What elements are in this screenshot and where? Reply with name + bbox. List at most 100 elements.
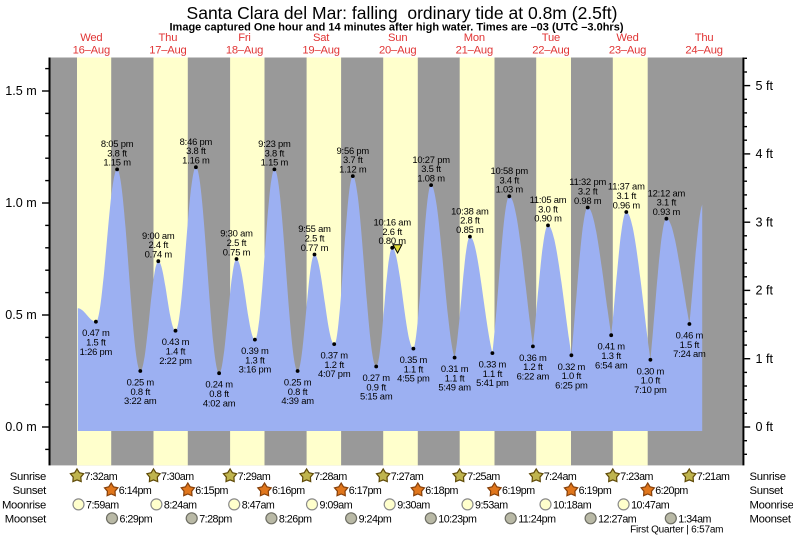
svg-text:3.2 ft: 3.2 ft bbox=[578, 186, 598, 197]
svg-text:Moonrise: Moonrise bbox=[2, 500, 46, 512]
svg-text:0.27 m: 0.27 m bbox=[362, 372, 390, 383]
svg-text:0.43 m: 0.43 m bbox=[162, 336, 190, 347]
svg-text:21–Aug: 21–Aug bbox=[456, 44, 493, 56]
svg-text:0.46 m: 0.46 m bbox=[676, 330, 704, 341]
svg-text:0.98 m: 0.98 m bbox=[574, 195, 602, 206]
svg-text:0.35 m: 0.35 m bbox=[400, 354, 428, 365]
svg-text:0.8 ft: 0.8 ft bbox=[130, 386, 150, 397]
svg-text:6:29pm: 6:29pm bbox=[120, 513, 153, 525]
svg-text:3.8 ft: 3.8 ft bbox=[186, 145, 206, 156]
svg-text:9:30am: 9:30am bbox=[397, 499, 430, 511]
svg-text:0.8 ft: 0.8 ft bbox=[209, 388, 229, 399]
svg-text:8:24am: 8:24am bbox=[164, 499, 197, 511]
svg-text:1.0 ft: 1.0 ft bbox=[562, 370, 582, 381]
svg-text:7:28am: 7:28am bbox=[314, 471, 347, 483]
svg-text:0.25 m: 0.25 m bbox=[127, 377, 155, 388]
svg-text:7:21am: 7:21am bbox=[697, 471, 730, 483]
svg-text:1.12 m: 1.12 m bbox=[339, 163, 367, 174]
svg-text:3.8 ft: 3.8 ft bbox=[107, 147, 127, 158]
svg-text:Moonrise: Moonrise bbox=[750, 500, 793, 512]
svg-text:9:56 pm: 9:56 pm bbox=[337, 145, 370, 156]
svg-text:3.4 ft: 3.4 ft bbox=[499, 174, 519, 185]
svg-text:1.3 ft: 1.3 ft bbox=[245, 354, 265, 365]
svg-text:1.2 ft: 1.2 ft bbox=[324, 359, 344, 370]
svg-text:1.1 ft: 1.1 ft bbox=[404, 363, 424, 374]
svg-text:5:15 am: 5:15 am bbox=[360, 391, 393, 402]
svg-text:9:53am: 9:53am bbox=[475, 499, 508, 511]
svg-text:10:18am: 10:18am bbox=[553, 499, 592, 511]
svg-text:20–Aug: 20–Aug bbox=[379, 44, 416, 56]
svg-text:10:16 am: 10:16 am bbox=[373, 217, 411, 228]
svg-text:0.8 ft: 0.8 ft bbox=[288, 386, 308, 397]
svg-text:9:24pm: 9:24pm bbox=[359, 513, 392, 525]
svg-text:Fri: Fri bbox=[238, 32, 250, 44]
svg-text:3.5 ft: 3.5 ft bbox=[421, 163, 441, 174]
svg-text:7:29am: 7:29am bbox=[238, 471, 271, 483]
svg-text:0.33 m: 0.33 m bbox=[479, 359, 507, 370]
svg-text:11:24pm: 11:24pm bbox=[518, 513, 556, 525]
svg-text:Moonset: Moonset bbox=[5, 514, 47, 526]
svg-text:4:02 am: 4:02 am bbox=[203, 397, 236, 408]
svg-text:10:38 am: 10:38 am bbox=[451, 205, 489, 216]
svg-text:0.32 m: 0.32 m bbox=[558, 361, 586, 372]
svg-text:3.0 ft: 3.0 ft bbox=[538, 203, 558, 214]
svg-text:7:28pm: 7:28pm bbox=[199, 513, 232, 525]
svg-text:7:23am: 7:23am bbox=[620, 471, 653, 483]
svg-text:10:47am: 10:47am bbox=[631, 499, 670, 511]
svg-text:6:25 pm: 6:25 pm bbox=[555, 379, 588, 390]
svg-text:First Quarter | 6:57am: First Quarter | 6:57am bbox=[630, 525, 723, 536]
svg-text:6:15pm: 6:15pm bbox=[195, 485, 228, 497]
svg-text:Wed: Wed bbox=[80, 32, 102, 44]
svg-text:1.15 m: 1.15 m bbox=[261, 157, 289, 168]
svg-text:6:19pm: 6:19pm bbox=[502, 485, 535, 497]
svg-text:4:07 pm: 4:07 pm bbox=[318, 368, 351, 379]
svg-text:0.77 m: 0.77 m bbox=[301, 242, 329, 253]
svg-text:Santa Clara del Mar: falling: Santa Clara del Mar: falling ordinary ti… bbox=[187, 3, 618, 23]
svg-text:4 ft: 4 ft bbox=[756, 147, 774, 161]
svg-text:11:37 am: 11:37 am bbox=[608, 181, 645, 192]
svg-text:1.16 m: 1.16 m bbox=[182, 155, 210, 166]
svg-text:9:23 pm: 9:23 pm bbox=[258, 138, 291, 149]
svg-text:7:32am: 7:32am bbox=[85, 471, 118, 483]
svg-text:12:27am: 12:27am bbox=[598, 513, 637, 525]
svg-text:1.1 ft: 1.1 ft bbox=[483, 368, 503, 379]
svg-text:1.15 m: 1.15 m bbox=[103, 157, 131, 168]
svg-text:4:39 am: 4:39 am bbox=[281, 395, 314, 406]
svg-text:2.4 ft: 2.4 ft bbox=[148, 239, 168, 250]
svg-text:5 ft: 5 ft bbox=[756, 79, 774, 93]
svg-text:9:55 am: 9:55 am bbox=[298, 223, 331, 234]
svg-text:3.7 ft: 3.7 ft bbox=[343, 154, 363, 165]
svg-text:0.25 m: 0.25 m bbox=[284, 377, 312, 388]
svg-text:0.80 m: 0.80 m bbox=[378, 235, 406, 246]
svg-text:3.1 ft: 3.1 ft bbox=[657, 197, 677, 208]
svg-text:0.75 m: 0.75 m bbox=[223, 246, 251, 257]
svg-text:1.0 m: 1.0 m bbox=[5, 196, 37, 210]
svg-text:1.03 m: 1.03 m bbox=[496, 184, 524, 195]
svg-text:0.47 m: 0.47 m bbox=[82, 327, 110, 338]
svg-text:2:22 pm: 2:22 pm bbox=[159, 355, 192, 366]
svg-text:0.74 m: 0.74 m bbox=[145, 249, 173, 260]
svg-text:1.08 m: 1.08 m bbox=[417, 172, 445, 183]
svg-text:1.3 ft: 1.3 ft bbox=[601, 350, 621, 361]
svg-text:1.5 ft: 1.5 ft bbox=[86, 337, 106, 348]
svg-text:10:27 pm: 10:27 pm bbox=[412, 154, 450, 165]
svg-text:Sunrise: Sunrise bbox=[10, 471, 46, 483]
svg-text:3.8 ft: 3.8 ft bbox=[265, 147, 285, 158]
svg-text:9:00 am: 9:00 am bbox=[142, 230, 175, 241]
svg-text:Sat: Sat bbox=[313, 32, 330, 44]
svg-text:0.96 m: 0.96 m bbox=[613, 199, 641, 210]
svg-text:Sunrise: Sunrise bbox=[750, 471, 786, 483]
svg-text:Image captured One hour and 14: Image captured One hour and 14 minutes a… bbox=[170, 21, 624, 33]
svg-text:1 ft: 1 ft bbox=[756, 352, 774, 366]
svg-text:12:12 am: 12:12 am bbox=[648, 187, 686, 198]
svg-text:17–Aug: 17–Aug bbox=[149, 44, 186, 56]
svg-text:16–Aug: 16–Aug bbox=[73, 44, 110, 56]
svg-text:6:54 am: 6:54 am bbox=[595, 359, 628, 370]
svg-text:Sunset: Sunset bbox=[750, 485, 785, 497]
svg-text:6:18pm: 6:18pm bbox=[425, 485, 458, 497]
svg-text:0.39 m: 0.39 m bbox=[241, 345, 269, 356]
svg-text:6:22 am: 6:22 am bbox=[517, 371, 550, 382]
svg-text:1:26 pm: 1:26 pm bbox=[80, 346, 113, 357]
svg-text:1.5 ft: 1.5 ft bbox=[680, 339, 700, 350]
svg-text:3 ft: 3 ft bbox=[756, 215, 774, 229]
